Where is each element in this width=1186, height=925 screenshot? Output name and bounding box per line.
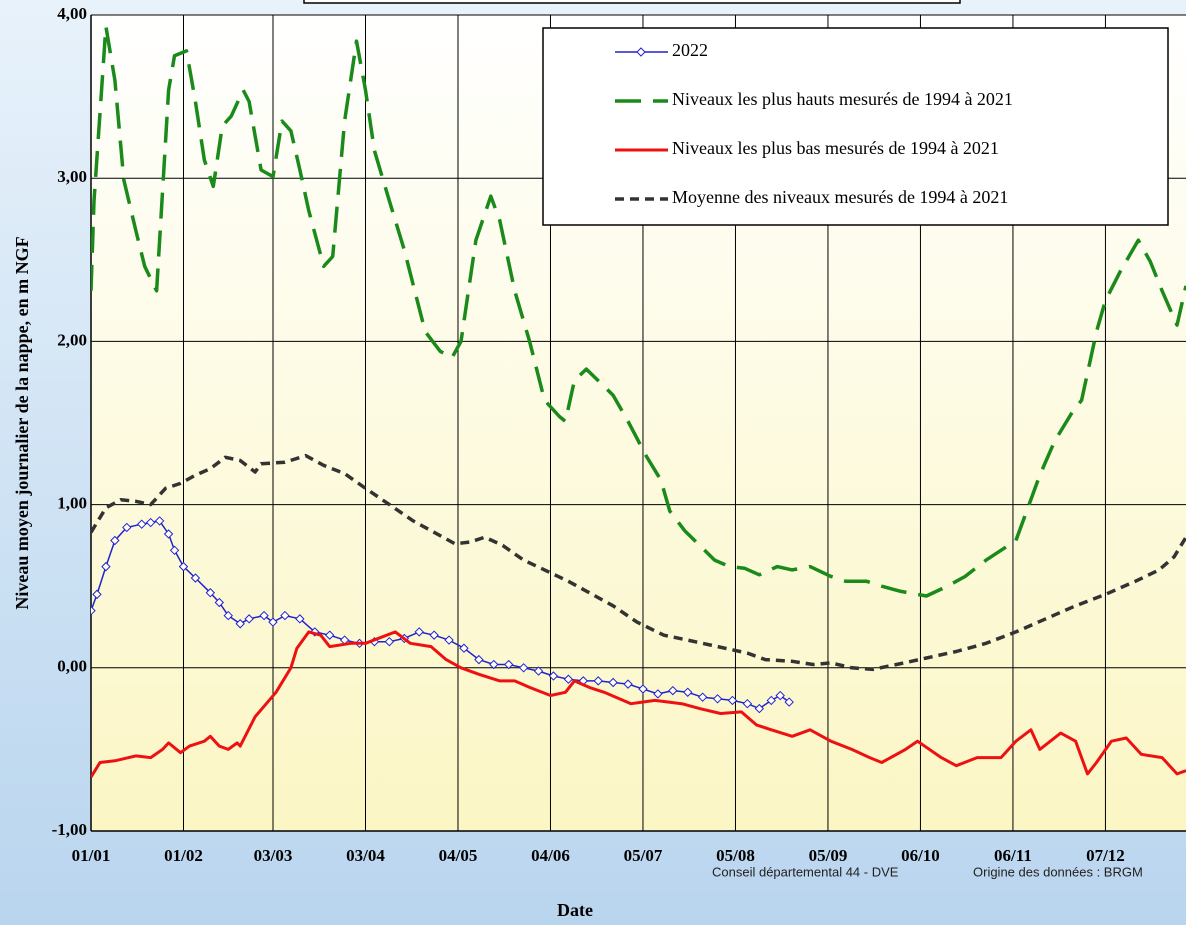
footer-credit: Conseil départemental 44 - DVE xyxy=(712,864,899,879)
point-marker xyxy=(608,677,618,688)
point-marker xyxy=(775,690,785,701)
point-marker xyxy=(214,597,225,608)
point-marker xyxy=(727,695,738,706)
x-tick-label: 03/04 xyxy=(346,846,385,865)
legend-label: 2022 xyxy=(672,40,708,60)
x-tick-label: 04/06 xyxy=(531,846,570,865)
point-marker xyxy=(110,535,120,546)
series-line xyxy=(91,453,1186,672)
point-marker xyxy=(145,517,156,528)
point-marker xyxy=(518,663,529,673)
footer-source: Origine des données : BRGM xyxy=(973,864,1143,879)
x-tick-label: 06/11 xyxy=(994,846,1032,865)
legend-label: Niveaux les plus hauts mesurés de 1994 à… xyxy=(672,89,1013,109)
point-marker xyxy=(683,687,693,697)
point-marker xyxy=(623,679,633,689)
x-tick-label: 05/07 xyxy=(624,846,663,865)
y-tick-label: 4,00 xyxy=(57,4,87,23)
point-marker xyxy=(653,689,663,699)
point-marker xyxy=(548,671,559,681)
point-marker xyxy=(668,685,678,696)
point-marker xyxy=(474,654,484,665)
point-marker xyxy=(784,697,794,707)
point-marker xyxy=(91,605,96,616)
point-marker xyxy=(154,516,165,526)
legend-label: Niveaux les plus bas mesurés de 1994 à 2… xyxy=(672,138,999,158)
title-box xyxy=(303,0,961,4)
point-marker xyxy=(280,610,290,621)
legend-marker xyxy=(636,47,646,57)
point-marker xyxy=(101,561,111,572)
x-tick-label: 06/10 xyxy=(901,846,940,865)
x-tick-label: 05/08 xyxy=(716,846,755,865)
x-tick-label: 04/05 xyxy=(439,846,478,865)
point-marker xyxy=(122,522,132,533)
y-tick-label: 1,00 xyxy=(57,494,87,513)
point-marker xyxy=(295,614,305,624)
point-marker xyxy=(190,573,201,583)
x-tick-label: 01/02 xyxy=(164,846,203,865)
y-tick-label: 2,00 xyxy=(57,330,87,349)
legend-box xyxy=(542,27,1169,226)
point-marker xyxy=(205,588,216,598)
point-marker xyxy=(504,659,514,670)
point-marker xyxy=(223,610,233,621)
point-marker xyxy=(766,695,776,706)
point-marker xyxy=(384,636,395,647)
point-marker xyxy=(712,694,723,704)
y-tick-label: -1,00 xyxy=(52,820,87,839)
point-marker xyxy=(593,676,603,686)
x-tick-label: 03/03 xyxy=(254,846,293,865)
series-line xyxy=(91,24,1186,598)
point-marker xyxy=(268,617,278,627)
point-marker xyxy=(259,610,269,621)
point-marker xyxy=(533,666,544,676)
point-marker xyxy=(754,703,765,714)
point-marker xyxy=(489,659,499,670)
x-tick-label: 01/01 xyxy=(72,846,111,865)
point-marker xyxy=(324,630,335,640)
y-axis-label: Niveau moyen journalier de la nappe, en … xyxy=(12,236,32,609)
point-marker xyxy=(414,627,424,637)
x-axis-label: Date xyxy=(557,900,593,920)
point-marker xyxy=(92,589,102,600)
point-marker xyxy=(638,684,648,694)
point-marker xyxy=(235,619,245,629)
point-marker xyxy=(169,545,180,556)
point-marker xyxy=(163,529,174,539)
point-marker xyxy=(697,692,708,702)
y-tick-label: 3,00 xyxy=(57,167,87,186)
point-marker xyxy=(429,630,439,640)
point-marker xyxy=(178,561,189,572)
series-line xyxy=(91,630,1186,778)
point-marker xyxy=(444,635,454,645)
point-marker xyxy=(563,674,574,684)
y-tick-label: 0,00 xyxy=(57,657,87,676)
point-marker xyxy=(742,698,753,709)
legend-label: Moyenne des niveaux mesurés de 1994 à 20… xyxy=(672,187,1008,207)
point-marker xyxy=(137,519,147,529)
x-tick-label: 05/09 xyxy=(809,846,848,865)
point-marker xyxy=(244,614,254,624)
x-tick-label: 07/12 xyxy=(1086,846,1125,865)
point-marker xyxy=(459,643,469,653)
